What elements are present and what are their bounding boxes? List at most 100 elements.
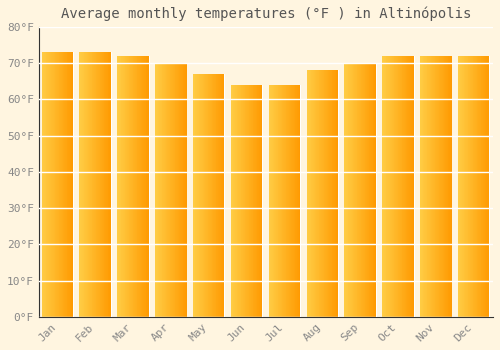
Bar [222,74,223,317]
Bar [172,63,173,317]
Bar [363,63,364,317]
Bar [487,56,488,317]
Bar [158,63,160,317]
Bar [236,85,238,317]
Bar [480,56,482,317]
Bar [52,52,53,317]
Bar [69,52,70,317]
Bar [258,85,259,317]
Bar [434,56,436,317]
Bar [162,63,164,317]
Bar [320,70,321,317]
Bar [486,56,487,317]
Bar [48,52,49,317]
Bar [260,85,261,317]
Bar [252,85,254,317]
Bar [135,56,136,317]
Bar [474,56,475,317]
Bar [388,56,389,317]
Bar [136,56,138,317]
Bar [221,74,222,317]
Bar [300,85,301,317]
Bar [375,63,376,317]
Bar [161,63,162,317]
Bar [398,56,400,317]
Bar [390,56,392,317]
Bar [273,85,274,317]
Bar [155,63,156,317]
Bar [81,52,82,317]
Bar [54,52,56,317]
Bar [201,74,202,317]
Bar [482,56,483,317]
Bar [53,52,54,317]
Bar [250,85,251,317]
Bar [148,56,149,317]
Bar [86,52,87,317]
Bar [211,74,212,317]
Bar [247,85,248,317]
Bar [484,56,486,317]
Bar [259,85,260,317]
Bar [483,56,484,317]
Bar [338,70,339,317]
Bar [82,52,83,317]
Bar [459,56,460,317]
Bar [446,56,448,317]
Bar [468,56,469,317]
Bar [464,56,466,317]
Bar [120,56,122,317]
Bar [367,63,368,317]
Bar [240,85,242,317]
Bar [88,52,89,317]
Bar [269,85,270,317]
Bar [93,52,94,317]
Bar [118,56,119,317]
Bar [438,56,439,317]
Bar [197,74,198,317]
Bar [119,56,120,317]
Bar [206,74,208,317]
Bar [488,56,490,317]
Bar [105,52,106,317]
Bar [308,70,309,317]
Bar [246,85,247,317]
Bar [309,70,310,317]
Bar [352,63,354,317]
Bar [312,70,313,317]
Bar [394,56,396,317]
Bar [336,70,338,317]
Bar [362,63,363,317]
Bar [262,85,263,317]
Bar [144,56,146,317]
Bar [330,70,331,317]
Bar [288,85,289,317]
Bar [174,63,176,317]
Bar [223,74,224,317]
Bar [359,63,360,317]
Bar [382,56,383,317]
Bar [478,56,479,317]
Bar [331,70,332,317]
Bar [244,85,246,317]
Bar [438,56,440,317]
Bar [290,85,292,317]
Bar [178,63,180,317]
Bar [476,56,478,317]
Bar [316,70,317,317]
Bar [328,70,329,317]
Bar [143,56,144,317]
Bar [422,56,424,317]
Bar [101,52,102,317]
Bar [123,56,124,317]
Bar [57,52,58,317]
Bar [300,85,301,317]
Title: Average monthly temperatures (°F ) in Altinópolis: Average monthly temperatures (°F ) in Al… [60,7,471,21]
Bar [412,56,413,317]
Bar [445,56,446,317]
Bar [348,63,350,317]
Bar [293,85,294,317]
Bar [426,56,428,317]
Bar [384,56,386,317]
Bar [430,56,432,317]
